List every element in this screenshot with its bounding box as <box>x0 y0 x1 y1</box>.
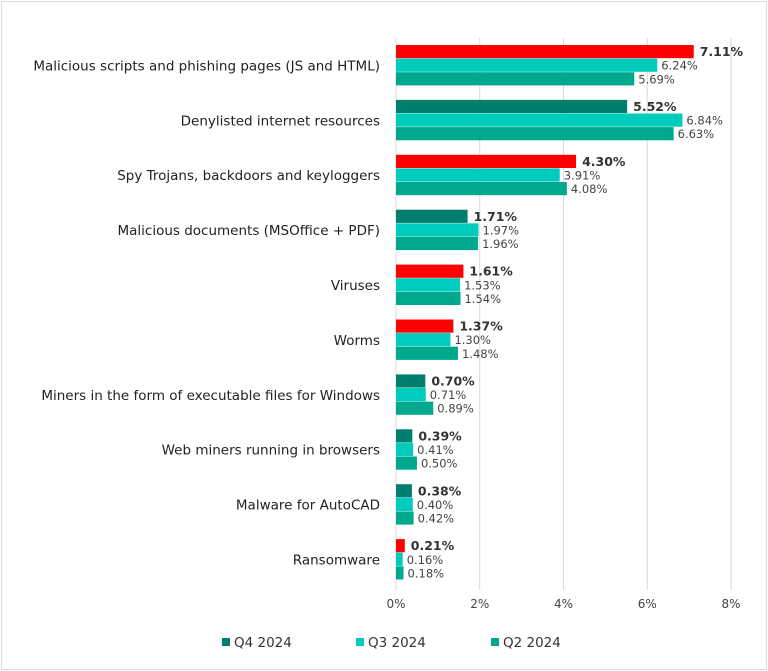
data-label: 5.69% <box>638 72 675 86</box>
bar-q2-2024 <box>396 72 635 86</box>
bar-q3-2024 <box>396 113 683 127</box>
bar-q4-2024 <box>396 99 628 114</box>
data-label: 1.61% <box>469 264 513 279</box>
x-tick-label: 8% <box>721 597 740 611</box>
data-label: 0.39% <box>418 428 462 443</box>
data-label: 6.63% <box>678 127 715 141</box>
bar-q4-2024 <box>396 209 468 223</box>
data-label: 0.71% <box>430 388 467 402</box>
bar-q4-2024 <box>396 429 413 443</box>
data-label: 0.89% <box>437 402 474 416</box>
bar-q3-2024 <box>396 497 413 511</box>
category-label: Denylisted internet resources <box>181 113 380 129</box>
data-label: 6.24% <box>661 59 698 73</box>
data-label: 1.30% <box>454 333 491 347</box>
bar-q2-2024 <box>396 566 404 580</box>
category-label: Malware for AutoCAD <box>236 498 380 514</box>
bar-q4-2024 <box>396 264 464 278</box>
bar-q4-2024 <box>396 45 694 59</box>
bar-q2-2024 <box>396 291 461 305</box>
category-label: Malicious scripts and phishing pages (JS… <box>33 58 380 74</box>
data-label: 0.16% <box>407 553 444 567</box>
bar-q4-2024 <box>396 319 454 333</box>
data-label: 1.48% <box>462 347 499 361</box>
bar-q3-2024 <box>396 442 414 457</box>
data-label: 0.41% <box>417 443 454 457</box>
x-tick-label: 6% <box>638 597 657 611</box>
data-label: 0.18% <box>408 566 445 580</box>
data-label: 1.71% <box>474 209 518 224</box>
x-tick-label: 2% <box>470 597 489 611</box>
legend-marker <box>356 638 364 646</box>
data-label: 1.96% <box>482 237 519 251</box>
data-label: 5.52% <box>633 99 677 114</box>
data-label: 6.84% <box>686 114 723 128</box>
category-label: Viruses <box>331 278 380 294</box>
x-tick-label: 0% <box>386 597 405 611</box>
data-label: 3.91% <box>564 169 601 183</box>
bar-q2-2024 <box>396 236 479 251</box>
category-label: Worms <box>334 333 380 349</box>
bar-q4-2024 <box>396 374 426 388</box>
bar-q3-2024 <box>396 223 479 237</box>
bar-q2-2024 <box>396 346 458 360</box>
category-label: Spy Trojans, backdoors and keyloggers <box>117 168 380 184</box>
data-label: 0.40% <box>417 498 454 512</box>
category-label: Miners in the form of executable files f… <box>41 388 380 404</box>
bar-q3-2024 <box>396 58 658 72</box>
data-label: 0.38% <box>418 483 462 498</box>
bar-q4-2024 <box>396 539 405 553</box>
data-label: 1.53% <box>464 278 501 292</box>
data-label: 0.21% <box>411 538 455 553</box>
data-label: 0.70% <box>431 374 475 389</box>
legend-marker <box>491 638 499 646</box>
bar-q3-2024 <box>396 333 451 347</box>
data-label: 1.54% <box>464 292 501 306</box>
bar-q4-2024 <box>396 484 412 498</box>
x-tick-label: 4% <box>554 597 573 611</box>
bar-q4-2024 <box>396 154 577 168</box>
data-label: 1.97% <box>482 223 519 237</box>
legend-marker <box>222 638 230 646</box>
bar-q3-2024 <box>396 278 461 292</box>
legend-label: Q3 2024 <box>368 635 426 651</box>
bar-q2-2024 <box>396 511 414 525</box>
bar-q2-2024 <box>396 127 674 141</box>
data-label: 4.08% <box>571 182 608 196</box>
category-label: Web miners running in browsers <box>162 443 380 459</box>
data-label: 7.11% <box>700 44 744 59</box>
bar-q2-2024 <box>396 182 567 196</box>
data-label: 0.50% <box>421 457 458 471</box>
category-label: Malicious documents (MSOffice + PDF) <box>117 223 380 239</box>
legend-label: Q2 2024 <box>503 635 561 651</box>
legend-label: Q4 2024 <box>234 635 292 651</box>
data-label: 0.42% <box>418 512 455 526</box>
category-label: Ransomware <box>293 553 380 569</box>
data-label: 1.37% <box>459 319 503 334</box>
bar-q3-2024 <box>396 388 426 402</box>
data-label: 4.30% <box>582 154 626 169</box>
bar-q3-2024 <box>396 552 403 566</box>
bar-q2-2024 <box>396 456 417 470</box>
bar-q2-2024 <box>396 401 434 415</box>
bar-q3-2024 <box>396 168 560 182</box>
